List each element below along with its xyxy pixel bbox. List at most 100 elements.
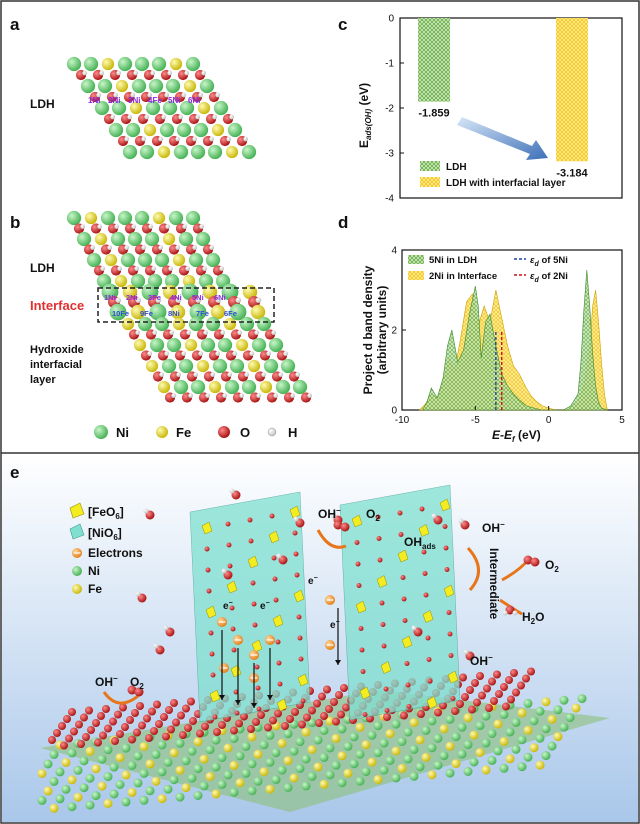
ni-atom: [319, 752, 329, 762]
o-atom: [362, 712, 368, 717]
ni-atom: [133, 778, 143, 788]
fe-atom: [172, 317, 186, 331]
o-atom-icon: [218, 426, 230, 438]
ni-atom: [49, 776, 59, 786]
panel-b: b LDH Interface Hydroxide interfacial la…: [10, 210, 313, 440]
o-atom: [65, 734, 73, 743]
ni-atom: [409, 744, 419, 754]
h-atom: [175, 245, 181, 250]
ni-atom: [217, 753, 227, 762]
ni-atom: [169, 775, 179, 785]
o-atom: [422, 571, 428, 576]
ni-atom: [283, 729, 293, 739]
fe-atom: [421, 752, 431, 762]
fe-atom: [235, 778, 245, 788]
o-atom: [380, 622, 386, 627]
o-atom: [381, 643, 387, 649]
label-oh-right: OH−: [482, 520, 505, 535]
site-label: 4Ni: [170, 293, 182, 302]
ni-atom: [439, 751, 449, 761]
interface-lattice: [66, 210, 313, 403]
fe-atom: [169, 57, 183, 71]
ni-atom: [185, 210, 201, 226]
o-atom: [114, 710, 122, 719]
ni-atom: [94, 100, 110, 116]
ni-atom: [130, 273, 146, 289]
o-atom: [315, 719, 323, 727]
legend-ni: Ni: [116, 425, 129, 440]
ni-atom: [280, 358, 296, 374]
o-atom: [274, 709, 282, 718]
ni-atom: [115, 780, 125, 789]
o-atom: [111, 737, 119, 745]
fe-atom: [313, 762, 323, 772]
o-atom: [383, 713, 391, 721]
site-label: 7Fe: [196, 309, 209, 318]
fe-atom: [208, 380, 222, 394]
feo6-octahedron-icon: [69, 502, 85, 519]
ni-atom: [154, 316, 170, 332]
site-label: 5Ni: [192, 293, 204, 302]
ni-atom: [108, 122, 124, 138]
ni-atom: [137, 316, 153, 332]
h-atom: [254, 330, 260, 335]
chart-c-ylabel: Eads(OH) (eV): [357, 83, 373, 148]
ni-atom: [86, 252, 102, 268]
fe-atom: [571, 703, 581, 713]
ni-atom: [229, 358, 245, 374]
fe-atom: [157, 145, 171, 159]
o-atom: [397, 510, 403, 516]
h-atom: [167, 70, 173, 76]
o-atom: [250, 580, 256, 586]
fe-atom: [115, 79, 129, 93]
o-atom: [226, 542, 232, 548]
ni-atom: [103, 772, 113, 782]
o-atom: [58, 722, 66, 730]
h-atom: [229, 114, 235, 120]
panel-b-interface-label: Interface: [30, 298, 84, 313]
h-atom: [256, 393, 262, 398]
o-atom: [355, 561, 361, 567]
o-atom: [269, 716, 277, 725]
fe-atom: [445, 741, 455, 751]
o-atom: [488, 677, 496, 686]
o-atom: [162, 732, 170, 741]
site-label: 3Fe: [148, 293, 161, 302]
fe-atom: [175, 765, 185, 775]
legend-swatch: [408, 271, 424, 280]
h-atom: [181, 351, 187, 356]
feo6-octahedron: [376, 575, 388, 588]
site-label: 2Ni: [108, 96, 120, 105]
h-atom: [202, 266, 208, 271]
ni-atom: [349, 732, 359, 742]
h-atom: [185, 266, 191, 271]
ni-atom: [307, 771, 317, 781]
ni-atom: [535, 706, 545, 716]
o-atom: [450, 696, 456, 701]
fe-atom: [225, 145, 239, 159]
o-atom: [170, 699, 178, 707]
h-atom: [141, 136, 147, 142]
panel-e: e [FeO6] [NiO6] Electrons Ni Fe OH− O2 O…: [2, 454, 638, 822]
fe-atom: [199, 754, 209, 764]
ni-atom: [157, 767, 167, 777]
o-atom: [451, 707, 459, 715]
o-atom: [330, 698, 338, 706]
feo6-octahedron: [439, 498, 451, 512]
o-atom: [264, 723, 272, 732]
x-tick-label: 0: [546, 415, 552, 426]
ni-atom: [451, 732, 461, 742]
ni-atom: [523, 698, 533, 708]
o-atom: [281, 722, 289, 730]
o-atom: [419, 506, 425, 512]
h-atom: [165, 224, 171, 229]
panel-d-letter: d: [338, 213, 348, 232]
o-atom: [423, 592, 429, 598]
ni-atom: [535, 733, 545, 743]
h-atom: [150, 70, 156, 76]
o-atom: [256, 706, 262, 712]
o-atom: [182, 704, 190, 713]
oer-scene: [37, 484, 610, 813]
site-label: 5Ni: [168, 96, 180, 105]
fe-atom: [37, 769, 47, 778]
